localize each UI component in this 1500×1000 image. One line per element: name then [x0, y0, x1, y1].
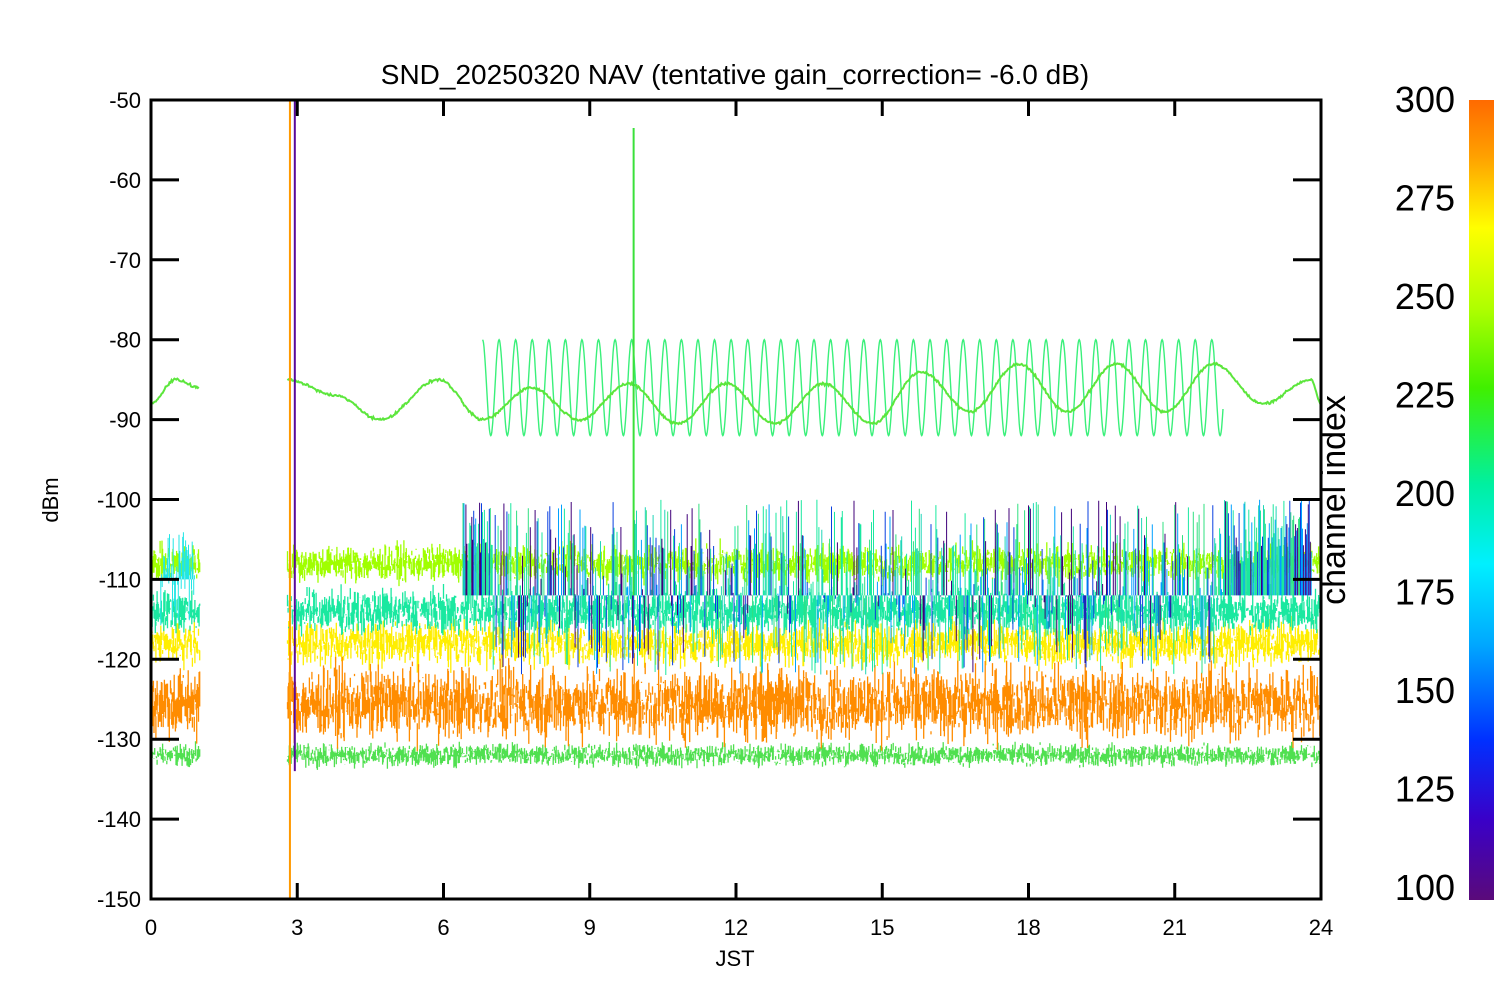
y-tick-label: -50 [109, 88, 141, 113]
colorbar-tick-label: 275 [1395, 178, 1455, 219]
y-axis: -50 -60 -70 -80 -90 -100 -110 -120 -130 -140 -150 [97, 88, 1321, 912]
colorbar-tick-label: 225 [1395, 375, 1455, 416]
x-tick-label: 6 [437, 915, 449, 940]
series-channel-290 [151, 653, 1320, 752]
x-tick-label: 15 [870, 915, 894, 940]
x-axis: 0 3 6 9 12 15 18 21 24 [145, 100, 1333, 940]
series-line [151, 613, 1320, 673]
y-tick-label: -70 [109, 248, 141, 273]
colorbar-ticks: 300 275 250 225 200 175 150 125 100 [1395, 79, 1455, 908]
spike-line [463, 499, 1312, 674]
x-tick-label: 21 [1163, 915, 1187, 940]
spike-line [473, 500, 1310, 675]
series-line-slow [151, 361, 1320, 426]
spike-line [464, 499, 1293, 675]
colorbar-title: channel index [1315, 395, 1353, 605]
x-tick-label: 12 [724, 915, 748, 940]
x-tick-label: 24 [1309, 915, 1333, 940]
colorbar-tick-label: 125 [1395, 769, 1455, 810]
plot-frame [149, 98, 1323, 901]
colorbar-tick-label: 100 [1395, 867, 1455, 908]
colorbar-tick-label: 250 [1395, 276, 1455, 317]
y-tick-label: -110 [99, 567, 141, 592]
y-tick-label: -140 [97, 807, 141, 832]
series-line-fast [481, 338, 1224, 438]
x-tick-label: 18 [1016, 915, 1040, 940]
x-tick-label: 3 [291, 915, 303, 940]
colorbar-tick-label: 300 [1395, 79, 1455, 120]
chart-title: SND_20250320 NAV (tentative gain_correct… [381, 59, 1089, 90]
spike-line [462, 501, 1300, 674]
early-spikes [160, 532, 195, 626]
series-channel-275 [151, 613, 1320, 673]
x-tick-label: 0 [145, 915, 157, 940]
y-tick-label: -60 [109, 168, 141, 193]
spike-line [474, 500, 1280, 675]
colorbar-tick-label: 200 [1395, 473, 1455, 514]
series-line [151, 741, 1320, 770]
x-tick-label: 9 [584, 915, 596, 940]
y-tick-label: -120 [97, 647, 141, 672]
plot-data [151, 100, 1320, 899]
y-tick-label: -150 [97, 887, 141, 912]
y-tick-label: -100 [97, 488, 141, 513]
series-spikes [160, 499, 1312, 675]
series-channel-240 [151, 741, 1320, 770]
series-line [151, 653, 1320, 752]
y-tick-label: -80 [109, 328, 141, 353]
x-axis-label: JST [715, 946, 754, 971]
y-tick-label: -130 [97, 727, 141, 752]
colorbar-tick-label: 175 [1395, 572, 1455, 613]
y-axis-label: dBm [38, 477, 63, 522]
spike-line [465, 500, 1311, 673]
colorbar [1469, 100, 1494, 900]
colorbar-tick-label: 150 [1395, 670, 1455, 711]
y-tick-label: -90 [109, 408, 141, 433]
